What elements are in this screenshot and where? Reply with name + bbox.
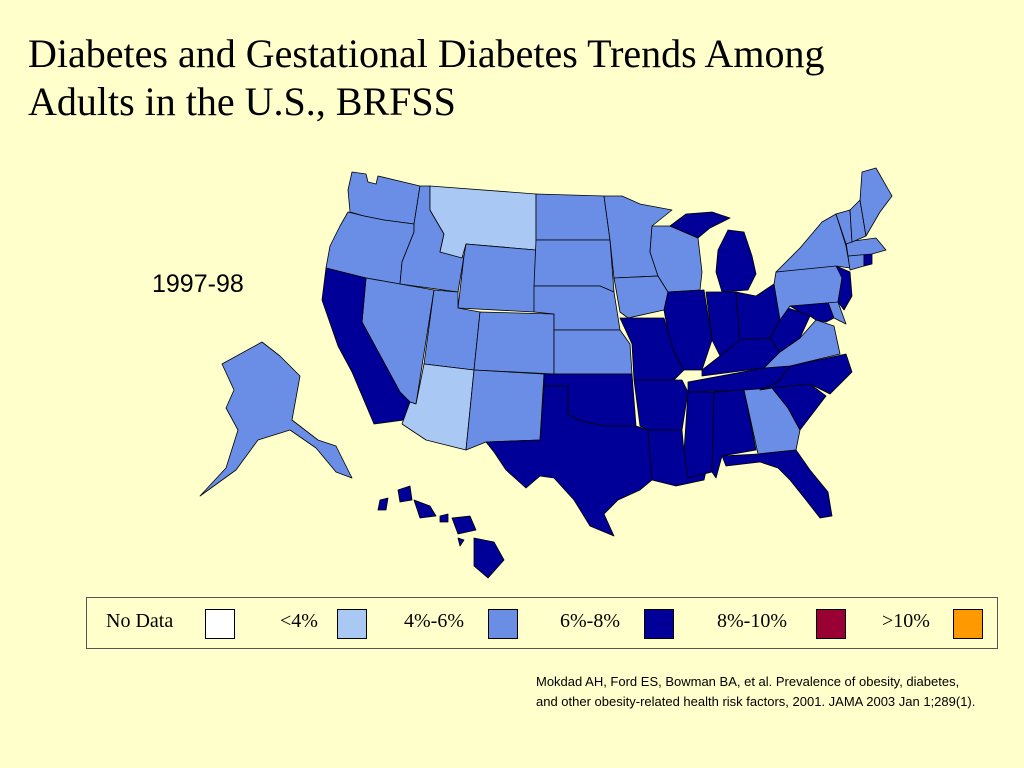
state-fl xyxy=(721,449,833,519)
state-nm xyxy=(465,369,545,451)
legend-swatch-6-8 xyxy=(644,609,674,639)
legend-label-8-10: 8%-10% xyxy=(717,610,787,632)
legend-swatch-lt4 xyxy=(337,609,367,639)
legend-label-no-data: No Data xyxy=(106,610,174,632)
state-ms xyxy=(683,391,715,479)
state-ri xyxy=(863,253,873,267)
state-ar xyxy=(633,379,689,431)
state-hi xyxy=(377,485,505,579)
state-ia xyxy=(613,275,669,319)
state-mi xyxy=(715,229,757,293)
state-ma xyxy=(845,237,887,257)
state-nc xyxy=(759,353,853,395)
state-sd xyxy=(533,239,615,293)
title-line-2: Adults in the U.S., BRFSS xyxy=(28,79,456,124)
citation-line-2: and other obesity-related health risk fa… xyxy=(536,694,976,709)
legend-swatch-8-10 xyxy=(816,609,846,639)
page-title: Diabetes and Gestational Diabetes Trends… xyxy=(28,30,1008,126)
legend-label-lt4: <4% xyxy=(280,610,318,632)
state-me xyxy=(859,167,893,237)
legend-swatch-gt10 xyxy=(953,609,983,639)
state-tx xyxy=(485,385,653,537)
state-il xyxy=(663,289,713,371)
citation-line-1: Mokdad AH, Ford ES, Bowman BA, et al. Pr… xyxy=(536,674,960,689)
state-ak xyxy=(199,341,353,497)
title-line-1: Diabetes and Gestational Diabetes Trends… xyxy=(28,31,825,76)
state-wy xyxy=(457,243,537,313)
legend-label-6-8: 6%-8% xyxy=(560,610,620,632)
state-nd xyxy=(535,193,611,241)
state-mi-upper xyxy=(669,211,731,239)
year-label: 1997-98 xyxy=(152,270,244,298)
legend-label-4-6: 4%-6% xyxy=(404,610,464,632)
legend: No Data <4% 4%-6% 6%-8% 8%-10% >10% xyxy=(86,597,998,649)
legend-swatch-4-6 xyxy=(488,609,518,639)
legend-swatch-no-data xyxy=(205,609,235,639)
legend-label-gt10: >10% xyxy=(882,610,930,632)
state-ks xyxy=(553,329,633,375)
state-nj xyxy=(835,265,853,311)
state-ct xyxy=(847,253,865,271)
citation: Mokdad AH, Ford ES, Bowman BA, et al. Pr… xyxy=(536,672,1016,712)
state-co xyxy=(473,311,555,375)
